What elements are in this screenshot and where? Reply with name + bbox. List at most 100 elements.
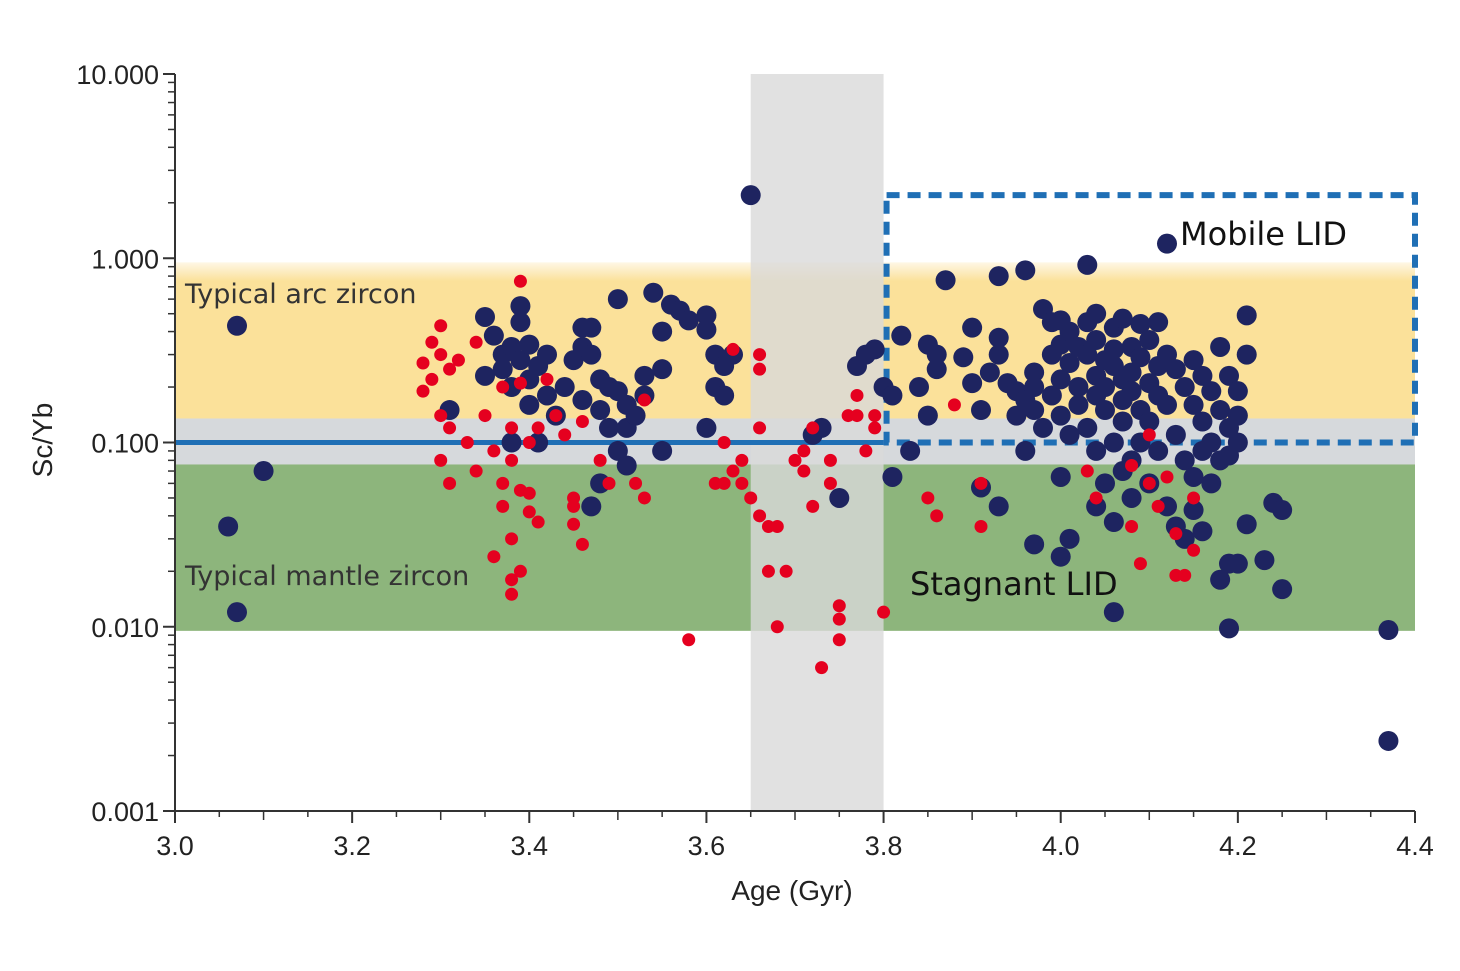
navy-data-point: [1165, 359, 1186, 380]
arc-zircon-label: Typical arc zircon: [184, 279, 417, 310]
red-data-point: [1187, 491, 1201, 505]
red-data-point: [513, 376, 527, 390]
navy-data-point: [1227, 405, 1248, 426]
navy-data-point: [590, 400, 611, 421]
navy-data-point: [616, 455, 637, 476]
red-data-point: [496, 380, 510, 394]
red-data-point: [1080, 464, 1094, 478]
red-data-point: [753, 509, 767, 523]
red-data-point: [868, 409, 882, 423]
navy-data-point: [1112, 308, 1133, 329]
x-tick-label: 3.6: [688, 831, 726, 861]
navy-data-point: [607, 440, 628, 461]
red-data-point: [761, 564, 775, 578]
navy-data-point: [1103, 512, 1124, 533]
navy-data-point: [475, 306, 495, 327]
navy-data-point: [1077, 344, 1098, 365]
navy-data-point: [1068, 377, 1089, 398]
navy-data-point: [1024, 377, 1045, 398]
navy-data-point: [1121, 362, 1142, 383]
navy-data-point: [1157, 344, 1177, 365]
navy-data-point: [926, 344, 947, 365]
navy-data-point: [829, 487, 850, 508]
red-data-point: [779, 564, 793, 578]
navy-data-point: [1148, 312, 1169, 333]
navy-data-point: [1024, 400, 1045, 421]
navy-data-point: [900, 440, 921, 461]
red-data-point: [558, 428, 572, 442]
navy-data-point: [227, 315, 247, 336]
navy-data-point: [1059, 424, 1080, 445]
red-data-point: [726, 464, 740, 478]
navy-data-point: [1059, 353, 1080, 374]
x-tick-label: 3.2: [333, 831, 371, 861]
red-data-point: [682, 633, 696, 647]
red-data-point: [717, 476, 731, 490]
navy-data-point: [1059, 321, 1080, 342]
red-data-point: [735, 453, 749, 467]
navy-data-point: [935, 270, 956, 291]
red-data-point: [868, 421, 882, 435]
navy-data-point: [510, 296, 531, 317]
red-data-point: [823, 453, 837, 467]
red-data-point: [522, 436, 536, 449]
navy-data-point: [253, 461, 274, 482]
red-data-point: [434, 319, 448, 333]
red-data-point: [443, 362, 457, 376]
x-tick-label: 4.2: [1219, 831, 1257, 861]
red-data-point: [549, 409, 563, 423]
navy-data-point: [1227, 553, 1248, 574]
axis-ticks: [163, 73, 1416, 823]
navy-data-point: [1112, 411, 1133, 432]
mantle-zircon-label: Typical mantle zircon: [184, 561, 469, 592]
x-tick-label: 4.4: [1396, 831, 1434, 861]
navy-data-point: [537, 385, 557, 406]
navy-data-point: [607, 289, 628, 310]
red-data-point: [974, 476, 988, 490]
red-data-point: [425, 372, 439, 386]
red-data-point: [505, 421, 519, 435]
red-data-point: [443, 476, 457, 490]
red-data-point: [1089, 491, 1103, 505]
red-data-point: [496, 476, 510, 490]
navy-data-point: [1192, 411, 1213, 432]
red-data-point: [425, 335, 439, 349]
x-tick-label: 3.8: [865, 831, 903, 861]
red-data-point: [513, 564, 527, 578]
navy-data-point: [696, 417, 717, 438]
red-data-point: [602, 476, 616, 490]
navy-data-point: [1201, 381, 1222, 402]
data-points-layer: [218, 185, 1399, 751]
navy-data-point: [1015, 260, 1036, 281]
red-data-point: [753, 421, 767, 435]
red-data-point: [505, 573, 519, 587]
navy-data-point: [218, 516, 239, 537]
series-red-zircon: [416, 274, 1201, 675]
navy-data-point: [988, 266, 1009, 287]
red-data-point: [806, 499, 820, 513]
red-data-point: [770, 620, 784, 634]
navy-data-point: [979, 362, 1000, 383]
red-data-point: [850, 388, 864, 402]
red-data-point: [505, 587, 519, 601]
navy-data-point: [1378, 620, 1399, 641]
navy-data-point: [1130, 347, 1151, 368]
navy-data-point: [1086, 330, 1107, 351]
navy-data-point: [492, 359, 513, 380]
y-tick-label: 0.010: [91, 613, 159, 643]
red-data-point: [1125, 520, 1139, 534]
navy-data-point: [882, 466, 903, 487]
navy-data-point: [581, 496, 602, 517]
red-data-point: [522, 505, 536, 519]
navy-data-point: [1210, 336, 1231, 357]
navy-data-point: [1148, 440, 1169, 461]
navy-data-point: [599, 417, 619, 438]
navy-data-point: [1227, 381, 1248, 402]
navy-data-point: [1183, 466, 1204, 487]
red-data-point: [629, 476, 643, 490]
red-data-point: [744, 491, 758, 505]
navy-data-point: [1219, 618, 1239, 639]
navy-data-point: [1210, 569, 1231, 590]
x-tick-label: 3.4: [511, 831, 549, 861]
